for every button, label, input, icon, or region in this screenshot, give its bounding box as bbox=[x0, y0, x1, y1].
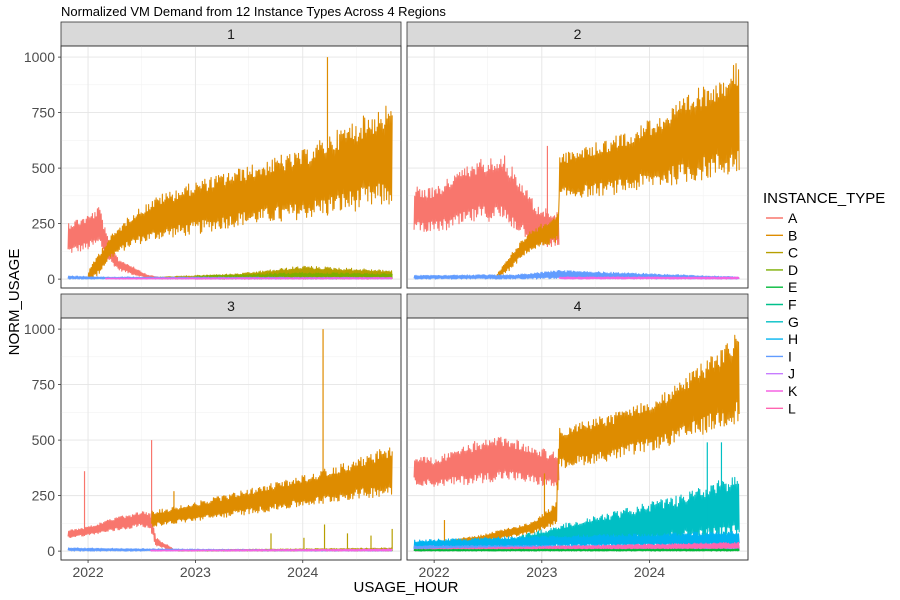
series-line-A bbox=[413, 436, 560, 488]
legend-label: H bbox=[788, 331, 798, 347]
legend-label: C bbox=[788, 245, 798, 261]
chart-title: Normalized VM Demand from 12 Instance Ty… bbox=[61, 4, 446, 19]
y-tick-label: 500 bbox=[32, 432, 56, 448]
legend-label: K bbox=[788, 383, 798, 399]
facet-strip bbox=[60, 21, 402, 47]
legend-label: I bbox=[788, 348, 792, 364]
series-line-A bbox=[67, 207, 165, 280]
series-line-B bbox=[87, 105, 393, 279]
legend-item-L: L bbox=[766, 400, 796, 416]
x-tick-label: 2024 bbox=[287, 564, 318, 580]
legend-label: F bbox=[788, 297, 797, 313]
facet-strip bbox=[406, 293, 749, 319]
legend-label: D bbox=[788, 262, 798, 278]
facet-panel-2: 2 bbox=[406, 21, 749, 289]
legend-label: L bbox=[788, 400, 796, 416]
series-line-K bbox=[558, 276, 740, 280]
series-line-B bbox=[496, 63, 740, 280]
facet-strip-label: 4 bbox=[574, 298, 582, 314]
y-tick-label: 1000 bbox=[24, 321, 55, 337]
x-axis-title: USAGE_HOUR bbox=[353, 579, 458, 596]
y-tick-label: 250 bbox=[32, 216, 56, 232]
legend-label: J bbox=[788, 366, 795, 382]
legend-label: A bbox=[788, 210, 798, 226]
facet-strip-label: 2 bbox=[574, 26, 582, 42]
facet-panel-4: 4 2022 2023 2024 bbox=[406, 293, 749, 580]
y-tick-label: 750 bbox=[32, 105, 56, 121]
series-line-A bbox=[67, 511, 173, 550]
legend-item-C: C bbox=[766, 245, 798, 261]
panels: 1 0 250 500 750 1000 2 3 0 250 500 750 1000 2022 2023 2… bbox=[24, 21, 749, 580]
legend-item-B: B bbox=[766, 227, 797, 243]
panel-border bbox=[406, 317, 749, 561]
legend-item-D: D bbox=[766, 262, 798, 278]
x-tick-label: 2023 bbox=[180, 564, 211, 580]
facet-strip-label: 1 bbox=[227, 26, 235, 42]
x-tick-label: 2024 bbox=[634, 564, 665, 580]
legend-item-K: K bbox=[766, 383, 798, 399]
legend-item-F: F bbox=[766, 297, 797, 313]
legend-item-I: I bbox=[766, 348, 792, 364]
series-line-E bbox=[413, 548, 740, 552]
series-line-K bbox=[104, 276, 393, 280]
x-tick-label: 2023 bbox=[526, 564, 557, 580]
panel-border bbox=[60, 317, 402, 561]
x-tick-label: 2022 bbox=[72, 564, 103, 580]
legend-item-E: E bbox=[766, 279, 797, 295]
facet-panel-3: 3 0 250 500 750 1000 2022 2023 2024 bbox=[24, 293, 402, 580]
legend-item-G: G bbox=[766, 314, 799, 330]
y-tick-label: 250 bbox=[32, 488, 56, 504]
y-tick-label: 1000 bbox=[24, 49, 55, 65]
panel-border bbox=[406, 45, 749, 289]
legend-label: B bbox=[788, 227, 797, 243]
facet-strip bbox=[406, 21, 749, 47]
y-axis-title: NORM_USAGE bbox=[6, 249, 23, 356]
legend-item-H: H bbox=[766, 331, 798, 347]
x-tick-label: 2022 bbox=[419, 564, 450, 580]
y-tick-label: 0 bbox=[47, 271, 55, 287]
facet-strip-label: 3 bbox=[227, 298, 235, 314]
series-line-L bbox=[413, 541, 740, 552]
series-line-K bbox=[149, 548, 393, 552]
legend-item-J: J bbox=[766, 366, 795, 382]
legend-item-A: A bbox=[766, 210, 798, 226]
y-tick-label: 750 bbox=[32, 377, 56, 393]
y-tick-label: 0 bbox=[47, 543, 55, 559]
legend-label: G bbox=[788, 314, 799, 330]
series-line-B bbox=[413, 334, 740, 550]
y-tick-label: 500 bbox=[32, 160, 56, 176]
series-line-B bbox=[151, 447, 393, 527]
series-line-A bbox=[413, 155, 560, 247]
facet-panel-1: 1 0 250 500 750 1000 bbox=[24, 21, 402, 289]
panel-border bbox=[60, 45, 402, 289]
legend-title: INSTANCE_TYPE bbox=[763, 190, 885, 207]
legend-label: E bbox=[788, 279, 797, 295]
